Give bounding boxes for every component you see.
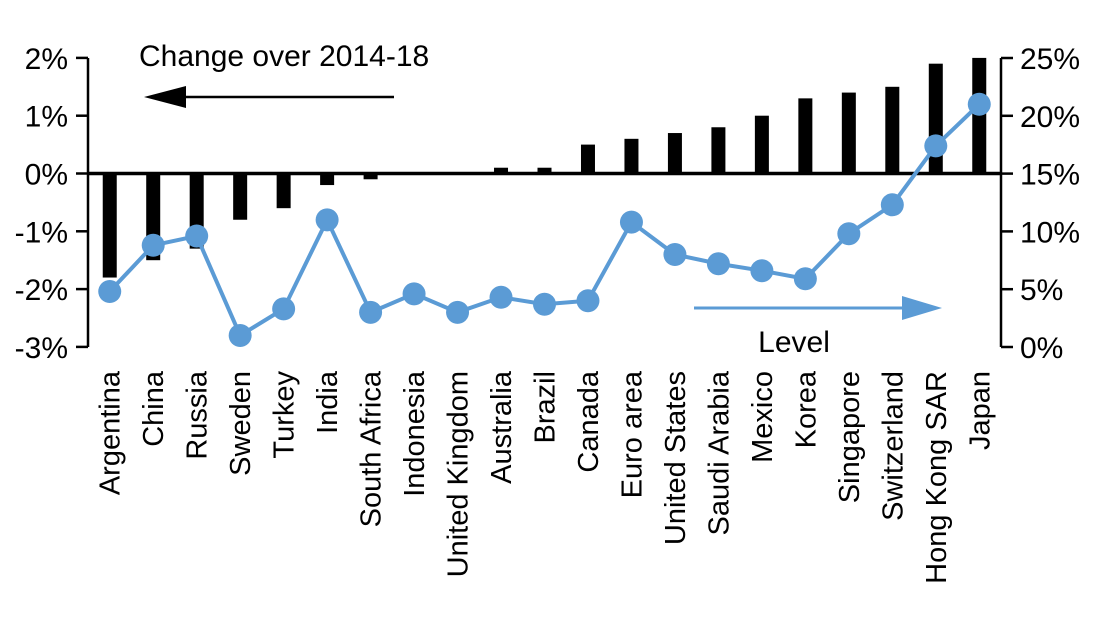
axes: 2% 1% 0% -1% -2% -3% 25% 20% 15% 10% 5% 0% xyxy=(15,43,1080,365)
level-marker xyxy=(619,210,643,234)
change-annotation-label: Change over 2014-18 xyxy=(139,40,429,73)
level-marker xyxy=(185,224,209,248)
category-label: China xyxy=(138,370,170,447)
change-bar xyxy=(841,92,856,174)
level-marker xyxy=(967,92,991,116)
right-axis-tick-label: 15% xyxy=(1020,159,1080,192)
level-marker xyxy=(359,300,383,324)
right-axis-tick-label: 10% xyxy=(1020,216,1080,249)
change-bar xyxy=(580,144,595,174)
level-marker xyxy=(663,243,687,267)
right-axis-tick-label: 20% xyxy=(1020,101,1080,134)
category-label: Brazil xyxy=(530,371,562,444)
level-annotation: Level xyxy=(694,296,942,359)
level-marker xyxy=(98,280,122,304)
change-bar xyxy=(537,167,552,174)
level-marker xyxy=(837,222,861,246)
level-marker xyxy=(228,323,252,347)
change-bar xyxy=(494,167,509,174)
right-axis-tick-label: 0% xyxy=(1020,332,1063,365)
category-labels: Argentina China Russia Sweden Turkey India Sou… xyxy=(95,370,997,584)
level-marker xyxy=(880,193,904,217)
category-label: Canada xyxy=(573,370,605,472)
change-bar xyxy=(885,86,900,174)
level-marker xyxy=(446,300,470,324)
category-label: Russia xyxy=(182,370,214,460)
left-axis-tick-label: -1% xyxy=(15,216,68,249)
left-axis-tick-label: 1% xyxy=(25,101,68,134)
change-bar xyxy=(233,173,248,220)
change-bar xyxy=(754,115,769,174)
category-label: Sweden xyxy=(225,371,257,476)
level-marker xyxy=(489,285,513,309)
category-label: United States xyxy=(660,371,692,545)
category-label: South Africa xyxy=(356,370,388,527)
level-annotation-label: Level xyxy=(758,326,830,359)
level-marker xyxy=(706,252,730,276)
category-label: Euro area xyxy=(616,370,648,498)
right-arrow-icon xyxy=(902,296,942,320)
level-line-series xyxy=(98,92,991,347)
level-marker xyxy=(924,134,948,158)
change-bar xyxy=(711,127,726,174)
category-label: Mexico xyxy=(747,371,779,463)
level-marker xyxy=(315,208,339,232)
left-axis-tick-label: 2% xyxy=(25,43,68,76)
level-marker xyxy=(533,292,556,316)
level-marker xyxy=(576,289,600,313)
level-marker xyxy=(750,259,774,283)
category-label: Australia xyxy=(486,370,518,484)
category-label: Saudi Arabia xyxy=(703,370,735,535)
right-axis-tick-label: 5% xyxy=(1020,274,1063,307)
left-axis-tick-label: 0% xyxy=(25,159,68,192)
level-marker xyxy=(141,233,165,257)
change-bar xyxy=(363,173,378,180)
left-axis-tick-label: -3% xyxy=(15,332,68,365)
category-label: Korea xyxy=(790,370,822,448)
category-label: Japan xyxy=(964,371,996,450)
change-bar xyxy=(102,173,117,278)
level-marker xyxy=(402,282,426,306)
change-bar xyxy=(320,173,335,186)
category-label: Hong Kong SAR xyxy=(921,371,953,584)
category-label: India xyxy=(312,370,344,434)
right-axis-tick-label: 25% xyxy=(1020,43,1080,76)
change-bar xyxy=(276,173,291,209)
change-bar xyxy=(667,133,682,174)
left-arrow-icon xyxy=(144,86,186,108)
category-label: Indonesia xyxy=(399,370,431,497)
change-bar xyxy=(798,98,813,174)
category-label: United Kingdom xyxy=(443,371,475,577)
change-bars-series xyxy=(102,57,987,278)
category-label: Turkey xyxy=(269,371,301,459)
category-label: Argentina xyxy=(95,370,127,495)
category-label: Switzerland xyxy=(877,371,909,521)
change-annotation: Change over 2014-18 xyxy=(139,40,429,108)
change-bar xyxy=(624,138,639,174)
level-marker xyxy=(272,297,296,321)
category-label: Singapore xyxy=(834,371,866,503)
left-axis-tick-label: -2% xyxy=(15,274,68,307)
level-marker xyxy=(793,267,817,291)
